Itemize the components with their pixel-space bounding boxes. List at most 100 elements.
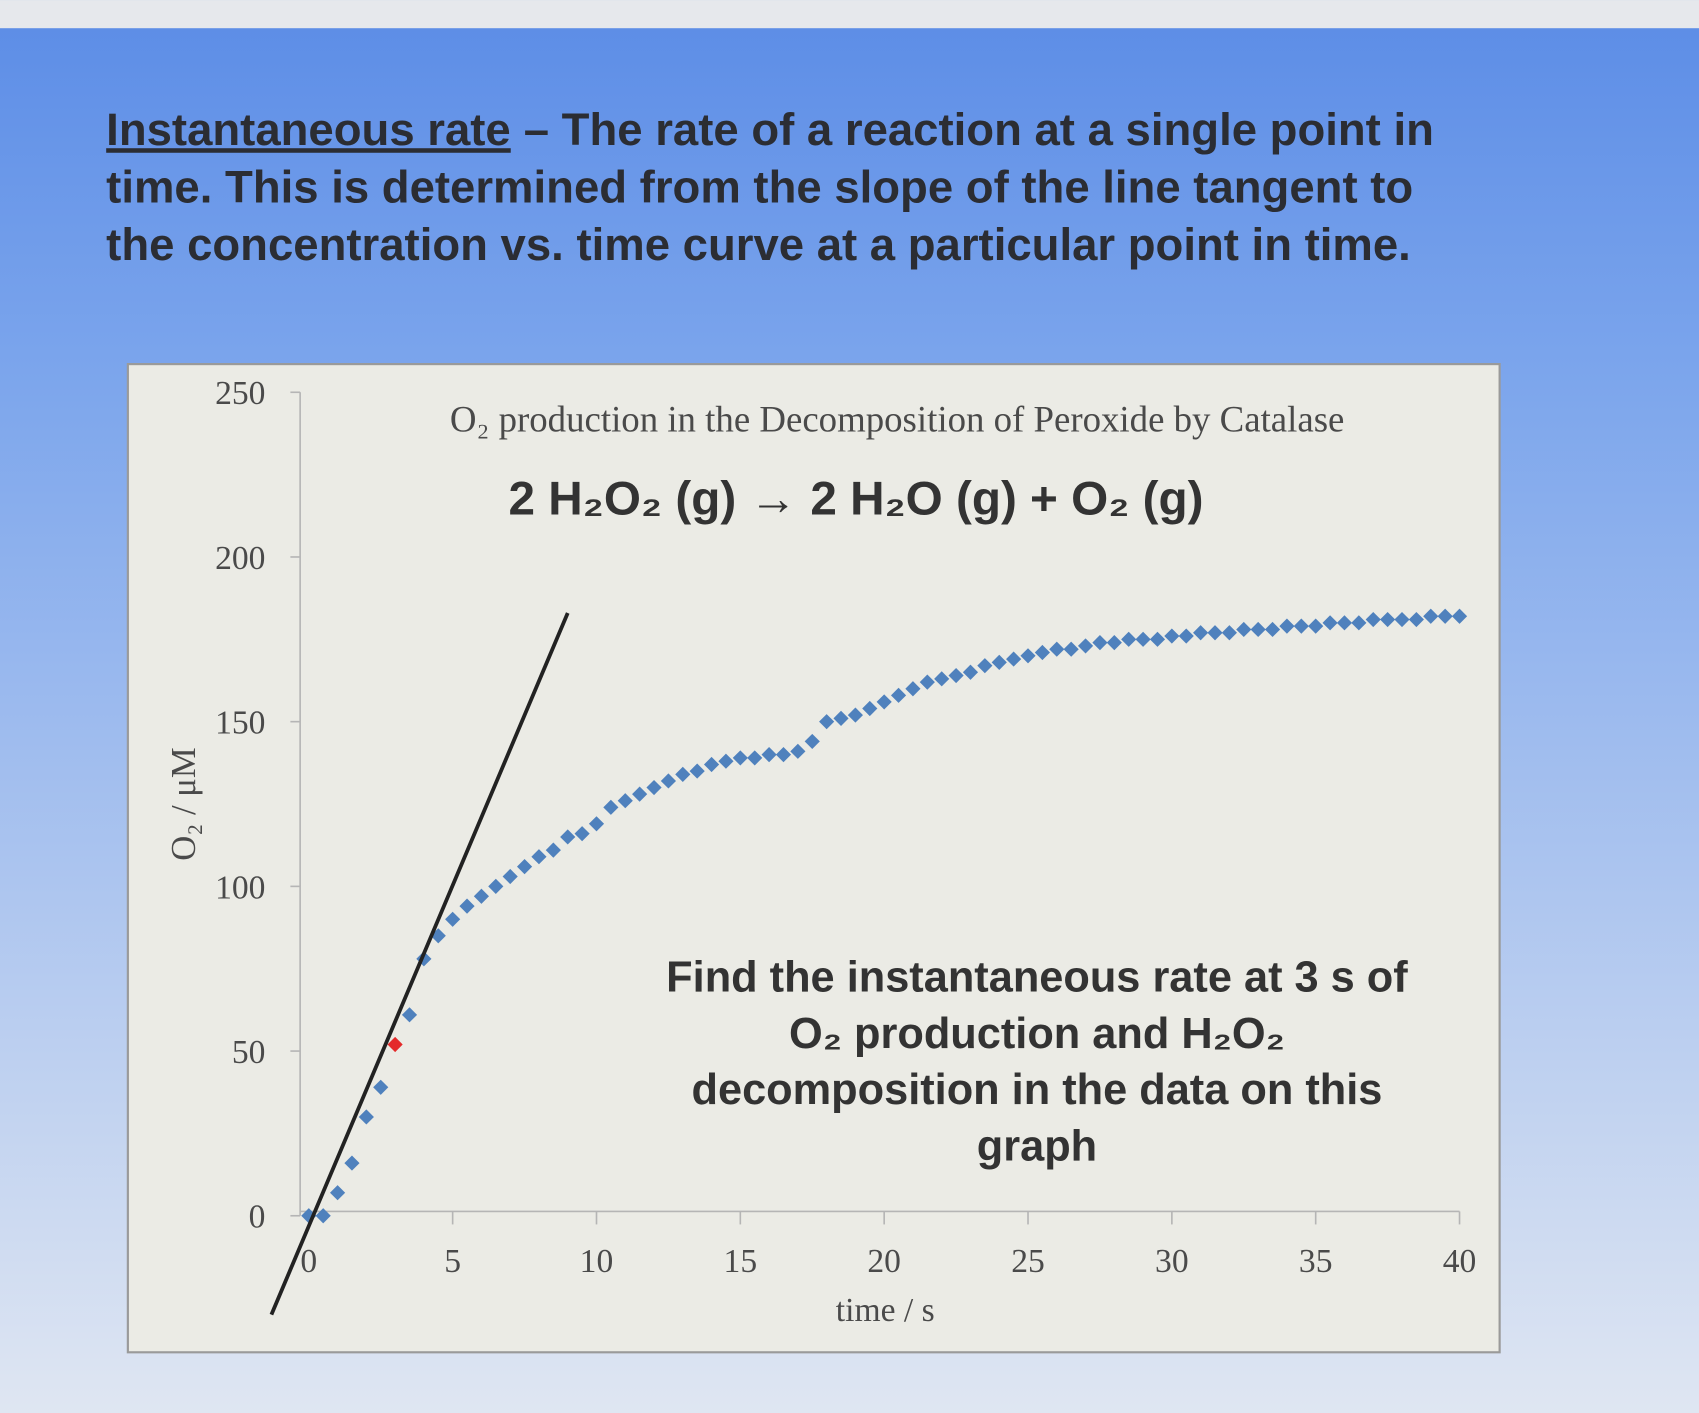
- data-point: [545, 842, 561, 858]
- data-point: [459, 898, 475, 914]
- x-tick-label: 5: [444, 1243, 461, 1280]
- data-point: [948, 667, 964, 684]
- data-point: [373, 1079, 389, 1095]
- data-point: [502, 868, 518, 885]
- data-point: [761, 747, 777, 763]
- data-point: [1106, 635, 1122, 651]
- data-point: [358, 1109, 374, 1125]
- data-point: [560, 829, 576, 845]
- data-point: [1351, 615, 1367, 631]
- data-point: [1063, 641, 1079, 657]
- y-tick-label: 0: [249, 1199, 266, 1236]
- data-point: [819, 714, 835, 730]
- data-point: [1221, 625, 1237, 641]
- data-point: [1423, 608, 1439, 624]
- data-point: [862, 700, 878, 717]
- data-point: [1394, 611, 1410, 628]
- data-point: [617, 793, 633, 809]
- y-tick-label: 250: [215, 375, 265, 412]
- data-point: [703, 756, 720, 773]
- data-point: [1236, 621, 1252, 638]
- x-tick-label: 35: [1299, 1243, 1333, 1280]
- data-point: [1408, 611, 1424, 628]
- data-point: [919, 674, 935, 690]
- data-point: [329, 1185, 346, 1201]
- chart-subtitle: 2 H₂O₂ (g) → 2 H₂O (g) + O₂ (g): [509, 473, 1204, 526]
- heading-term: Instantaneous rate: [106, 104, 511, 155]
- data-point: [632, 786, 648, 802]
- y-tick-label: 200: [215, 540, 265, 577]
- data-point: [1308, 618, 1324, 634]
- y-tick-label: 150: [215, 705, 265, 742]
- data-point: [516, 859, 533, 875]
- data-point: [962, 664, 979, 680]
- data-point: [804, 733, 820, 750]
- x-tick-label: 25: [1011, 1243, 1045, 1280]
- data-point: [689, 763, 705, 779]
- data-point: [1437, 608, 1453, 624]
- data-point: [833, 710, 849, 726]
- data-point: [1006, 651, 1022, 667]
- x-tick-label: 15: [724, 1243, 758, 1280]
- data-point: [1034, 644, 1050, 661]
- data-point: [488, 878, 504, 894]
- data-point: [675, 766, 691, 782]
- data-point: [1322, 615, 1338, 631]
- annotation: O₂ production and H₂O₂: [789, 1010, 1285, 1058]
- x-tick-label: 10: [580, 1243, 614, 1280]
- data-point: [1149, 631, 1166, 647]
- annotation: decomposition in the data on this: [692, 1066, 1383, 1114]
- data-point: [445, 911, 461, 927]
- x-tick-label: 40: [1443, 1243, 1477, 1280]
- heading-line: Instantaneous rate – The rate of a reacti…: [106, 104, 1434, 155]
- data-point: [1135, 631, 1151, 647]
- heading-text: – The rate of a reaction at a single poi…: [524, 104, 1434, 155]
- x-tick-label: 0: [300, 1243, 317, 1280]
- data-point: [905, 681, 921, 697]
- x-tick-label: 20: [867, 1243, 901, 1280]
- data-point: [790, 743, 806, 759]
- data-point: [401, 1007, 418, 1023]
- data-point: [991, 654, 1007, 670]
- data-point: [603, 799, 619, 815]
- annotation: Find the instantaneous rate at 3 s of: [666, 953, 1408, 1001]
- data-point: [775, 747, 792, 763]
- top-strip: [0, 0, 1699, 29]
- data-point: [473, 888, 490, 904]
- annotation: graph: [977, 1123, 1097, 1171]
- data-point: [876, 694, 892, 710]
- data-point: [747, 750, 763, 766]
- data-point: [847, 707, 863, 723]
- data-point: [344, 1155, 360, 1171]
- data-point: [934, 671, 950, 687]
- data-point: [1250, 621, 1266, 638]
- y-axis-label: O₂ / μM: [165, 747, 203, 860]
- chart-title: O₂ production in the Decomposition of Pe…: [450, 398, 1345, 439]
- data-point: [977, 658, 993, 674]
- data-point: [1121, 631, 1137, 647]
- tangent-line: [269, 612, 570, 1316]
- data-point: [660, 773, 676, 789]
- y-tick-label: 100: [215, 869, 265, 906]
- data-point: [1193, 625, 1209, 641]
- x-axis-label: time / s: [836, 1292, 935, 1329]
- data-point: [646, 779, 662, 796]
- data-point: [531, 849, 547, 865]
- data-point: [1077, 638, 1094, 654]
- data-point: [890, 687, 907, 703]
- data-point: [574, 826, 590, 842]
- heading-text: time. This is determined from the slope …: [106, 162, 1413, 213]
- data-point: [718, 753, 734, 769]
- x-tick-label: 30: [1155, 1243, 1189, 1280]
- data-point: [1164, 628, 1180, 644]
- data-point: [588, 816, 605, 832]
- data-point: [732, 750, 748, 766]
- data-point: [1049, 641, 1065, 657]
- y-tick-label: 50: [232, 1034, 266, 1071]
- chart-frame: [126, 363, 1501, 1354]
- data-point: [387, 1036, 403, 1053]
- data-point: [1279, 618, 1295, 634]
- heading-text: the concentration vs. time curve at a pa…: [106, 219, 1411, 270]
